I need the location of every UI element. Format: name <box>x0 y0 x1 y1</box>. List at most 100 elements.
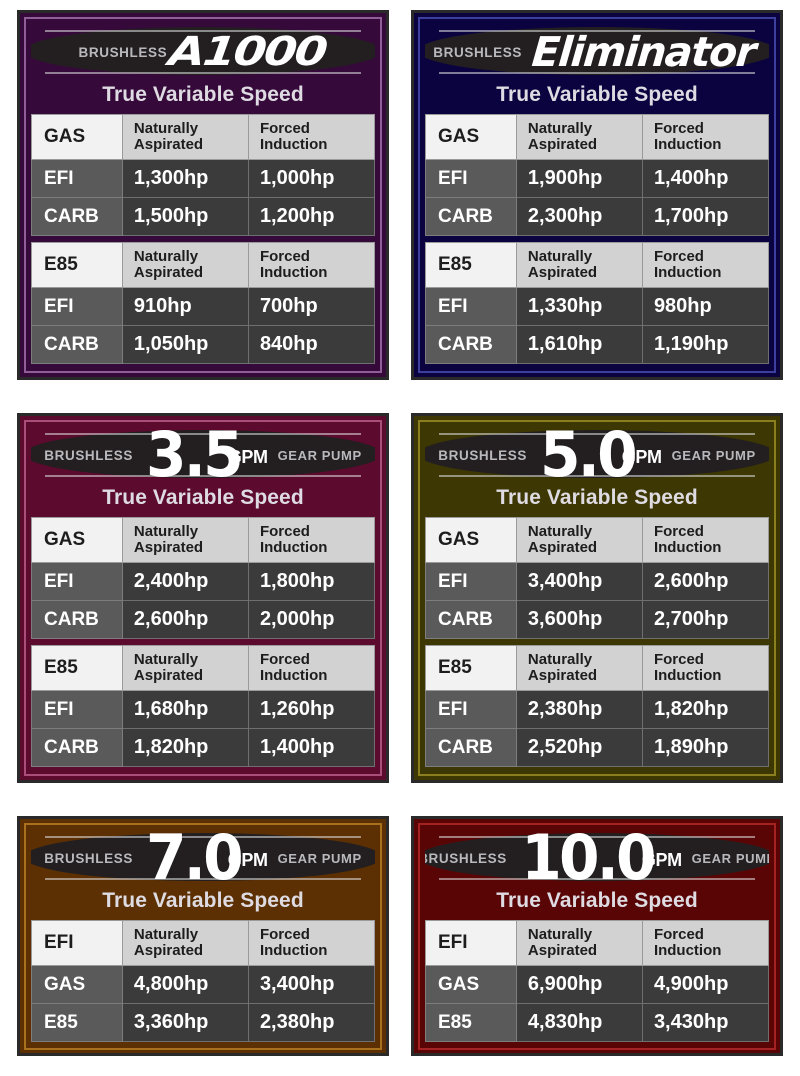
model-gpm-number: 7.0 <box>145 829 244 887</box>
logo-banner: BRUSHLESS A1000 <box>31 23 375 81</box>
card-inner: BRUSHLESS 10.0 GPM GEAR PUMP True Variable S… <box>418 823 776 1051</box>
gpm-lockup: 3.5 GPM <box>143 426 268 484</box>
value-forced-induction: 1,800hp <box>247 562 376 602</box>
row-label: EFI <box>31 159 123 199</box>
banner-ellipse <box>425 430 769 478</box>
column-header-naturally-aspirated: Naturally Aspirated <box>515 645 643 692</box>
banner-rule-bottom <box>44 878 362 880</box>
table-row: EFI 1,330hp 980hp <box>425 287 770 327</box>
row-label: CARB <box>425 197 517 237</box>
table-header-row: E85 Naturally Aspirated Forced Induction <box>31 242 376 289</box>
row-label: EFI <box>425 690 517 730</box>
value-naturally-aspirated: 2,520hp <box>515 728 643 768</box>
card-subtitle: True Variable Speed <box>496 486 698 509</box>
tables-wrap: GAS Naturally Aspirated Forced Induction EFI 1… <box>425 113 770 365</box>
banner-rule-top <box>44 836 362 838</box>
fuel-type-header: EFI <box>31 919 123 967</box>
column-header-forced-induction: Forced Induction <box>247 645 376 692</box>
banner-rule-top <box>44 30 362 32</box>
column-header-forced-induction: Forced Induction <box>247 919 376 967</box>
brushless-label: BRUSHLESS <box>438 447 527 463</box>
column-header-naturally-aspirated: Naturally Aspirated <box>121 113 249 161</box>
table-row: EFI 2,400hp 1,800hp <box>31 562 376 602</box>
column-header-forced-induction: Forced Induction <box>247 516 376 564</box>
value-forced-induction: 700hp <box>247 287 376 327</box>
value-naturally-aspirated: 4,830hp <box>515 1003 643 1043</box>
fuel-type-header: EFI <box>425 919 517 967</box>
value-forced-induction: 1,700hp <box>641 197 770 237</box>
value-forced-induction: 2,600hp <box>641 562 770 602</box>
brushless-label: BRUSHLESS <box>44 447 133 463</box>
table-row: CARB 1,820hp 1,400hp <box>31 728 376 768</box>
gear-pump-label: GEAR PUMP <box>691 850 769 866</box>
row-label: EFI <box>31 287 123 327</box>
column-header-naturally-aspirated: Naturally Aspirated <box>121 516 249 564</box>
spec-card-5-0: BRUSHLESS 5.0 GPM GEAR PUMP True Variable Sp… <box>411 413 783 783</box>
banner-rule-top <box>438 836 756 838</box>
spec-table: GAS Naturally Aspirated Forced Induction EFI 1… <box>425 113 770 237</box>
brushless-label: BRUSHLESS <box>44 850 133 866</box>
table-row: CARB 1,610hp 1,190hp <box>425 325 770 365</box>
table-header-row: GAS Naturally Aspirated Forced Induction <box>425 516 770 564</box>
tables-wrap: GAS Naturally Aspirated Forced Induction EFI 3… <box>425 516 770 768</box>
banner-rule-bottom <box>438 72 756 74</box>
row-label: EFI <box>425 159 517 199</box>
gpm-unit-label: GPM <box>641 850 682 871</box>
row-label: GAS <box>31 965 123 1005</box>
spec-table: EFI Naturally Aspirated Forced Induction GAS 6… <box>425 919 770 1043</box>
spec-table: GAS Naturally Aspirated Forced Induction EFI 2… <box>31 516 376 640</box>
column-header-forced-induction: Forced Induction <box>641 113 770 161</box>
logo-lockup: BRUSHLESS 3.5 GPM GEAR PUMP <box>31 426 375 484</box>
value-forced-induction: 1,820hp <box>641 690 770 730</box>
column-header-forced-induction: Forced Induction <box>641 919 770 967</box>
value-naturally-aspirated: 3,400hp <box>515 562 643 602</box>
value-forced-induction: 1,200hp <box>247 197 376 237</box>
logo-lockup: BRUSHLESS A1000 <box>31 23 375 81</box>
logo-banner: BRUSHLESS 7.0 GPM GEAR PUMP <box>31 829 375 887</box>
row-label: CARB <box>425 325 517 365</box>
value-forced-induction: 840hp <box>247 325 376 365</box>
logo-lockup: BRUSHLESS Eliminator <box>425 23 769 81</box>
row-label: CARB <box>425 728 517 768</box>
row-label: E85 <box>31 1003 123 1043</box>
table-row: CARB 1,500hp 1,200hp <box>31 197 376 237</box>
fuel-type-header: E85 <box>425 645 517 692</box>
fuel-type-header: E85 <box>31 645 123 692</box>
spec-card-3-5: BRUSHLESS 3.5 GPM GEAR PUMP True Variable Sp… <box>17 413 389 783</box>
card-inner: BRUSHLESS 5.0 GPM GEAR PUMP True Variable Sp… <box>418 420 776 776</box>
tables-wrap: GAS Naturally Aspirated Forced Induction EFI 2… <box>31 516 376 768</box>
value-naturally-aspirated: 3,360hp <box>121 1003 249 1043</box>
spec-table: GAS Naturally Aspirated Forced Induction EFI 1… <box>31 113 376 237</box>
banner-ellipse <box>31 27 375 75</box>
gpm-unit-label: GPM <box>621 447 662 468</box>
fuel-type-header: E85 <box>31 242 123 289</box>
column-header-naturally-aspirated: Naturally Aspirated <box>515 242 643 289</box>
banner-ellipse <box>425 27 769 75</box>
value-forced-induction: 1,000hp <box>247 159 376 199</box>
spec-card-a1000: BRUSHLESS A1000 True Variable Speed GAS Natu… <box>17 10 389 380</box>
table-header-row: E85 Naturally Aspirated Forced Induction <box>31 645 376 692</box>
fuel-type-header: GAS <box>31 113 123 161</box>
banner-ellipse <box>31 833 375 881</box>
value-forced-induction: 2,000hp <box>247 600 376 640</box>
table-row: EFI 2,380hp 1,820hp <box>425 690 770 730</box>
gear-pump-label: GEAR PUMP <box>277 850 362 866</box>
gpm-lockup: 5.0 GPM <box>537 426 662 484</box>
table-row: EFI 1,900hp 1,400hp <box>425 159 770 199</box>
banner-rule-top <box>438 433 756 435</box>
table-header-row: EFI Naturally Aspirated Forced Induction <box>31 919 376 967</box>
table-row: E85 4,830hp 3,430hp <box>425 1003 770 1043</box>
value-forced-induction: 980hp <box>641 287 770 327</box>
table-row: CARB 1,050hp 840hp <box>31 325 376 365</box>
value-forced-induction: 2,380hp <box>247 1003 376 1043</box>
spec-table: E85 Naturally Aspirated Forced Induction EFI 2… <box>425 645 770 768</box>
value-naturally-aspirated: 1,500hp <box>121 197 249 237</box>
model-gpm-number: 5.0 <box>539 426 638 484</box>
table-row: CARB 2,520hp 1,890hp <box>425 728 770 768</box>
banner-ellipse <box>31 430 375 478</box>
spec-card-eliminator: BRUSHLESS Eliminator True Variable Speed GA… <box>411 10 783 380</box>
row-label: GAS <box>425 965 517 1005</box>
row-label: E85 <box>425 1003 517 1043</box>
value-naturally-aspirated: 1,820hp <box>121 728 249 768</box>
spec-table: E85 Naturally Aspirated Forced Induction EFI 1… <box>425 242 770 365</box>
